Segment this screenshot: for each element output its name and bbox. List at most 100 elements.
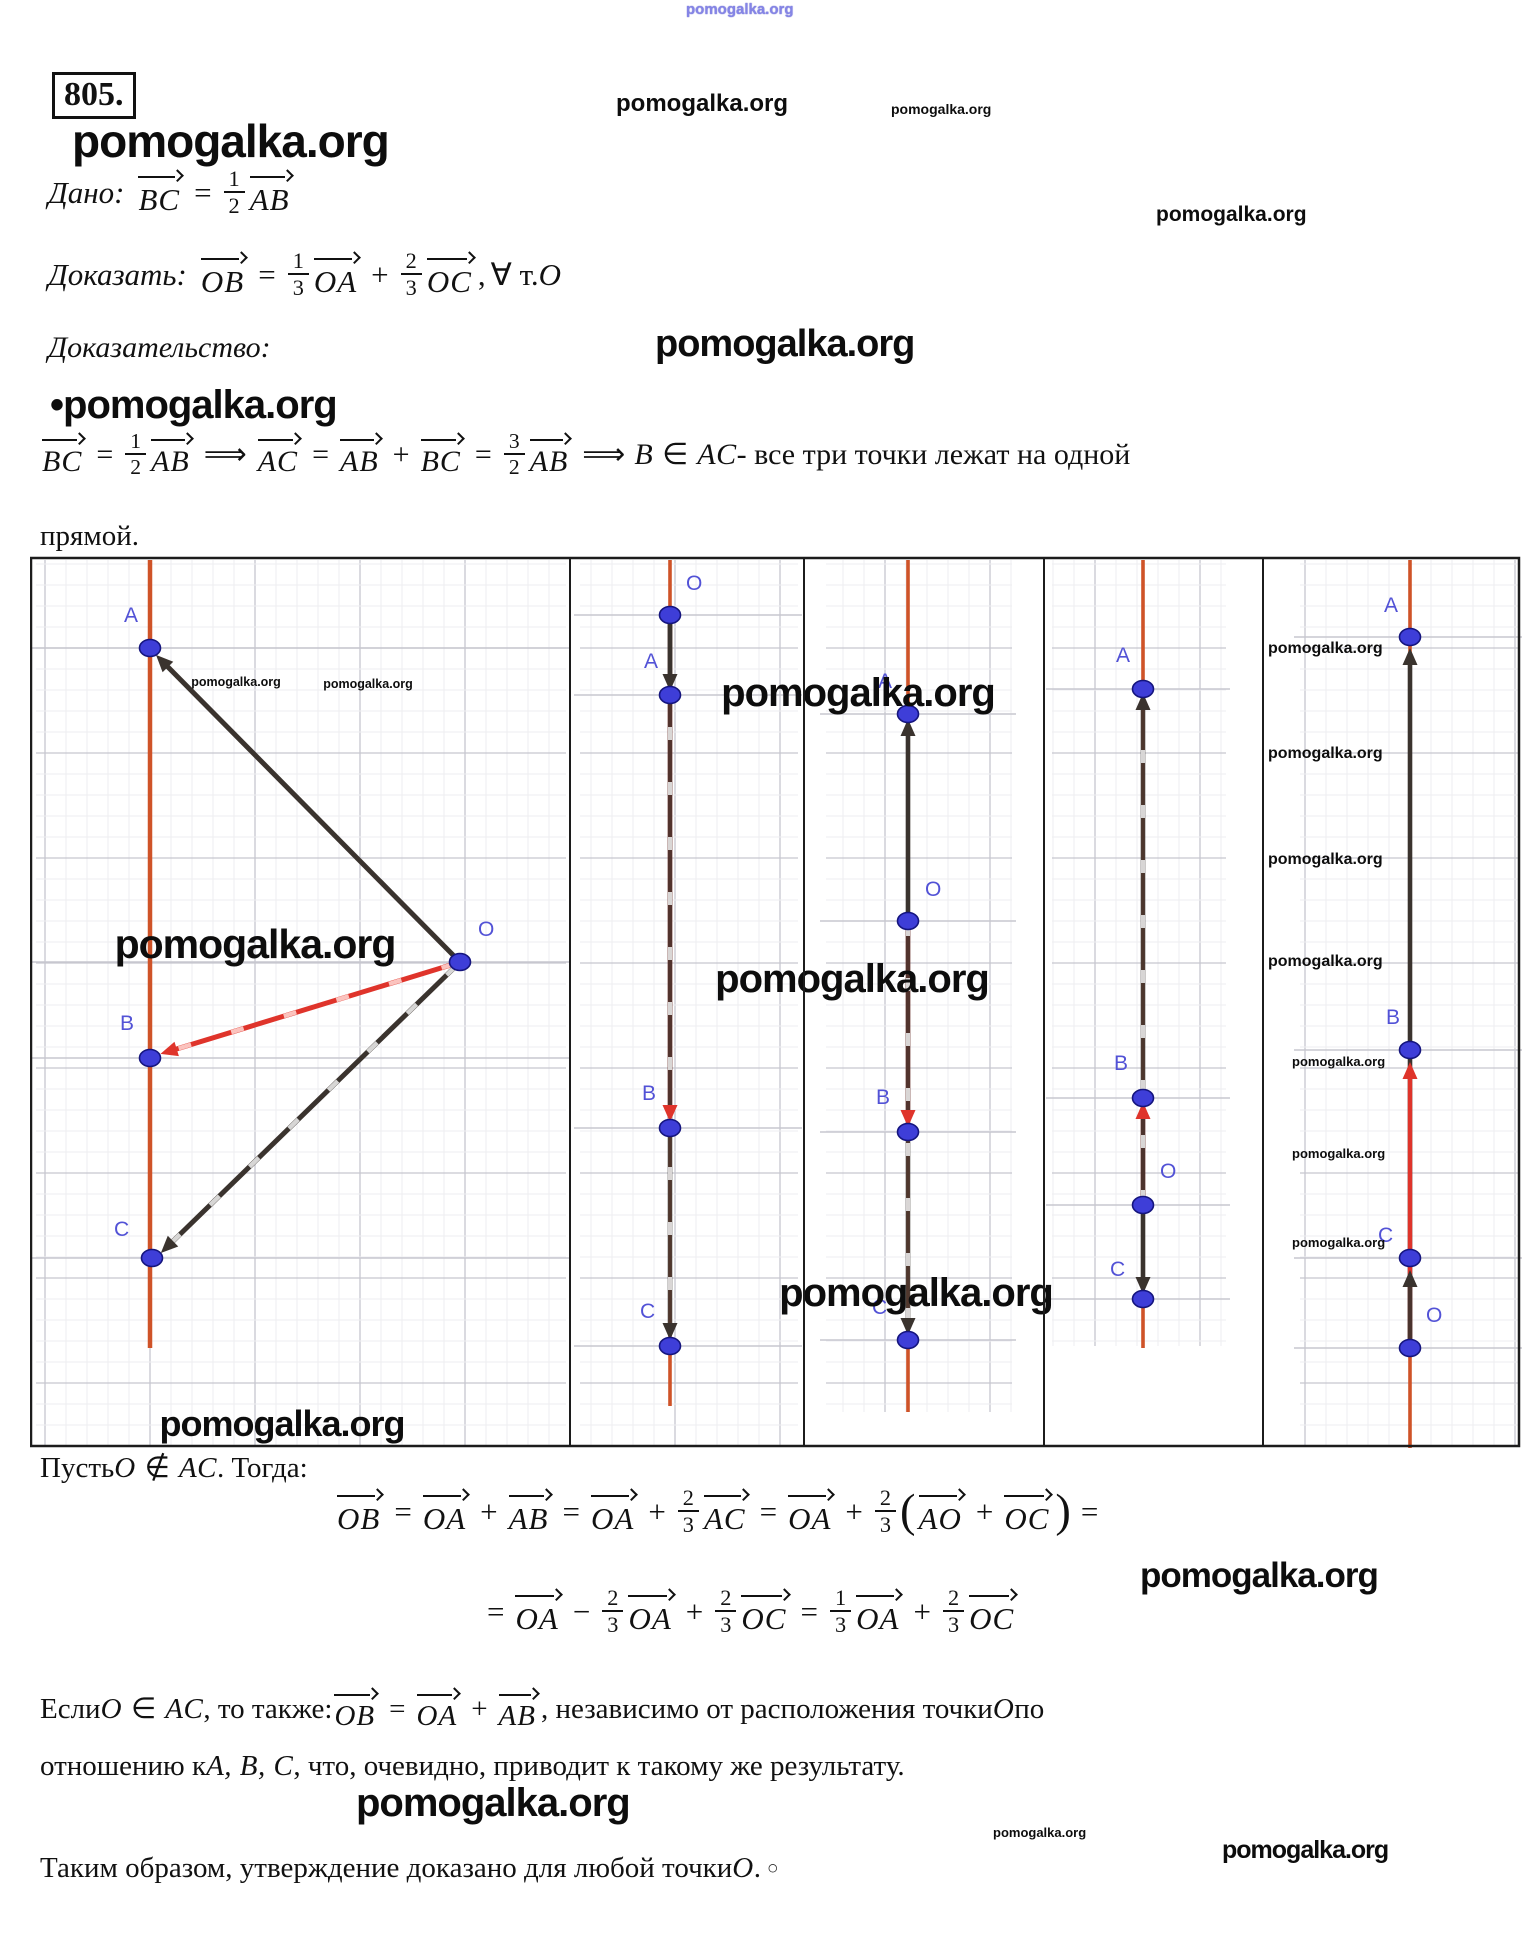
math-token: , — [477, 256, 486, 292]
math-token: = — [96, 437, 114, 471]
watermark: pomogalka.org — [1292, 1054, 1385, 1069]
point-label-O: O — [478, 918, 494, 941]
vector-term: BC — [136, 167, 185, 218]
math-token: Пусть — [40, 1452, 115, 1484]
vector-arrowhead — [662, 1323, 678, 1340]
vector-arrowhead — [662, 674, 678, 691]
point-label-B: B — [1386, 1006, 1400, 1029]
case1-row: Пусть O ∉ AC. Тогда: — [40, 1452, 308, 1485]
case2b-formula: отношению к A, B, C, что, очевидно, прив… — [40, 1750, 905, 1783]
point-B — [1398, 1040, 1422, 1060]
vector-term: OA — [421, 1486, 471, 1537]
math-token: O — [992, 1692, 1015, 1725]
math-token: − — [572, 1593, 591, 1629]
watermark: pomogalka.org — [715, 957, 989, 1001]
watermark: pomogalka.org — [779, 1271, 1053, 1315]
given-row: Дано: BC = 1 2 AB — [48, 166, 295, 218]
vector-term: OA — [626, 1586, 676, 1637]
chain-tail: прямой. — [40, 520, 139, 552]
math-token: + — [371, 256, 389, 292]
point-C — [140, 1248, 164, 1268]
vector-term: AC — [702, 1486, 751, 1537]
vector-term: OC — [425, 249, 477, 300]
vector-term: OB — [335, 1486, 385, 1537]
math-token: + — [975, 1493, 994, 1529]
vector-arrowhead — [1135, 1277, 1151, 1294]
point-label-A: A — [1116, 644, 1130, 667]
vector-arrowhead — [1402, 648, 1418, 665]
watermark: pomogalka.org — [655, 323, 915, 365]
chain-row: BC = 1 2 AB ⟹ AC = AB + BC = 3 2 AB ⟹ B ∈ AC - все три точ… — [40, 429, 1130, 480]
point-label-B: B — [120, 1012, 134, 1035]
watermark: pomogalka.org — [1268, 640, 1383, 657]
math-token: ∉ — [144, 1452, 170, 1484]
vector-term: OC — [739, 1586, 791, 1637]
math-token: ∀ т. — [490, 256, 539, 292]
vector-term: OB — [332, 1685, 380, 1733]
math-token: O — [100, 1692, 123, 1725]
vector-term: OA — [786, 1486, 836, 1537]
point-C — [896, 1330, 920, 1350]
point-O — [1398, 1338, 1422, 1358]
watermark: pomogalka.org — [616, 90, 789, 117]
math-token: ○ — [766, 1857, 779, 1879]
math-token: = — [1080, 1493, 1099, 1529]
math-token: + — [913, 1593, 931, 1629]
math-token: , независимо от расположения точки — [540, 1692, 993, 1725]
watermark: pomogalka.org — [891, 101, 992, 117]
math-token: = — [800, 1593, 818, 1629]
case2-formula: Если O ∈ AC, то также: OB = OA + AB, независим… — [40, 1685, 1044, 1733]
vector-term: OA — [589, 1486, 639, 1537]
math-token: ∈ — [131, 1692, 157, 1725]
vector-term: OC — [967, 1586, 1019, 1637]
vector-arrowhead — [160, 1235, 179, 1253]
vector-term: AB — [497, 1685, 541, 1733]
vector-arrowhead — [900, 1318, 916, 1335]
vector-term: OA — [312, 249, 362, 300]
math-token: + — [648, 1493, 666, 1529]
prove-row: Доказать: OB = 1 3 OA +2 3 OC, ∀ т. O — [48, 248, 561, 300]
given-label: Дано: — [48, 174, 125, 210]
case1-formula: Пусть O ∉ AC. Тогда: — [40, 1452, 308, 1485]
math-token: = — [394, 1493, 412, 1529]
math-token: AC — [165, 1692, 204, 1725]
vector-term: AB — [338, 430, 384, 480]
watermark: pomogalka.org — [356, 1781, 631, 1825]
math-token: = — [258, 256, 276, 292]
vector-arrowhead — [1135, 1102, 1151, 1119]
derivation-line2-formula: = OA −2 3 OA +2 3 OC = 1 3 OA +2 3 OC — [478, 1585, 1019, 1637]
watermark: pomogalka.org — [1268, 745, 1383, 762]
vector-arrowhead — [155, 654, 174, 673]
point-A — [1398, 627, 1422, 647]
math-token: = — [194, 174, 212, 210]
vector-arrowhead — [160, 1041, 179, 1057]
watermark: pomogalka.org — [72, 115, 390, 167]
prove-label: Доказать: — [48, 256, 187, 292]
point-B — [138, 1048, 162, 1068]
math-token: отношению к — [40, 1750, 207, 1782]
point-label-C: C — [1110, 1258, 1125, 1281]
math-token: = — [312, 437, 329, 471]
math-token: + — [471, 1692, 488, 1725]
vector-term: OA — [513, 1586, 563, 1637]
math-token: = — [474, 437, 492, 471]
vector-term: AB — [149, 430, 195, 480]
vector-term: AB — [248, 167, 295, 218]
problem-number: 805. — [52, 72, 136, 120]
vector-term: BC — [40, 430, 87, 480]
vector-arrowhead — [1402, 1270, 1418, 1287]
point-C — [1131, 1289, 1155, 1309]
watermark: pomogalka.org — [159, 1403, 404, 1444]
vector-arrow-line — [169, 961, 455, 1054]
point-B — [658, 1118, 682, 1138]
math-token: = — [389, 1692, 406, 1725]
point-label-O: O — [1426, 1304, 1442, 1327]
